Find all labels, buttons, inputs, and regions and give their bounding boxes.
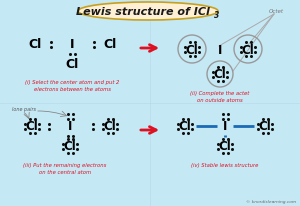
Text: I: I bbox=[223, 120, 227, 133]
Text: Cl: Cl bbox=[186, 43, 198, 56]
Text: Cl: Cl bbox=[214, 68, 226, 81]
Text: Cl: Cl bbox=[219, 140, 231, 153]
Text: Cl: Cl bbox=[259, 120, 272, 133]
Text: Octet: Octet bbox=[268, 8, 284, 13]
Ellipse shape bbox=[78, 3, 218, 21]
Text: lone pairs: lone pairs bbox=[12, 107, 36, 112]
Text: (ii) Complete the actet
on outside atoms: (ii) Complete the actet on outside atoms bbox=[190, 91, 250, 102]
Text: I: I bbox=[218, 43, 222, 56]
Text: Lewis structure of ICl: Lewis structure of ICl bbox=[76, 7, 210, 17]
Text: © knordislearning.com: © knordislearning.com bbox=[246, 199, 296, 203]
Text: Cl: Cl bbox=[103, 38, 117, 51]
Text: Cl: Cl bbox=[28, 38, 42, 51]
Text: I: I bbox=[68, 120, 72, 133]
Text: (i) Select the center atom and put 2
electrons between the atoms: (i) Select the center atom and put 2 ele… bbox=[25, 80, 119, 91]
Text: (iv) Stable lewis structure: (iv) Stable lewis structure bbox=[191, 162, 259, 167]
Text: Cl: Cl bbox=[103, 120, 116, 133]
Text: Cl: Cl bbox=[64, 140, 76, 153]
Text: Cl: Cl bbox=[65, 57, 79, 70]
Text: (iii) Put the remaining electrons
on the central atom: (iii) Put the remaining electrons on the… bbox=[23, 162, 107, 174]
Text: Cl: Cl bbox=[242, 43, 254, 56]
Text: 3: 3 bbox=[214, 11, 220, 20]
Text: I: I bbox=[70, 38, 74, 51]
Text: Cl: Cl bbox=[178, 120, 191, 133]
Text: Cl: Cl bbox=[26, 120, 38, 133]
